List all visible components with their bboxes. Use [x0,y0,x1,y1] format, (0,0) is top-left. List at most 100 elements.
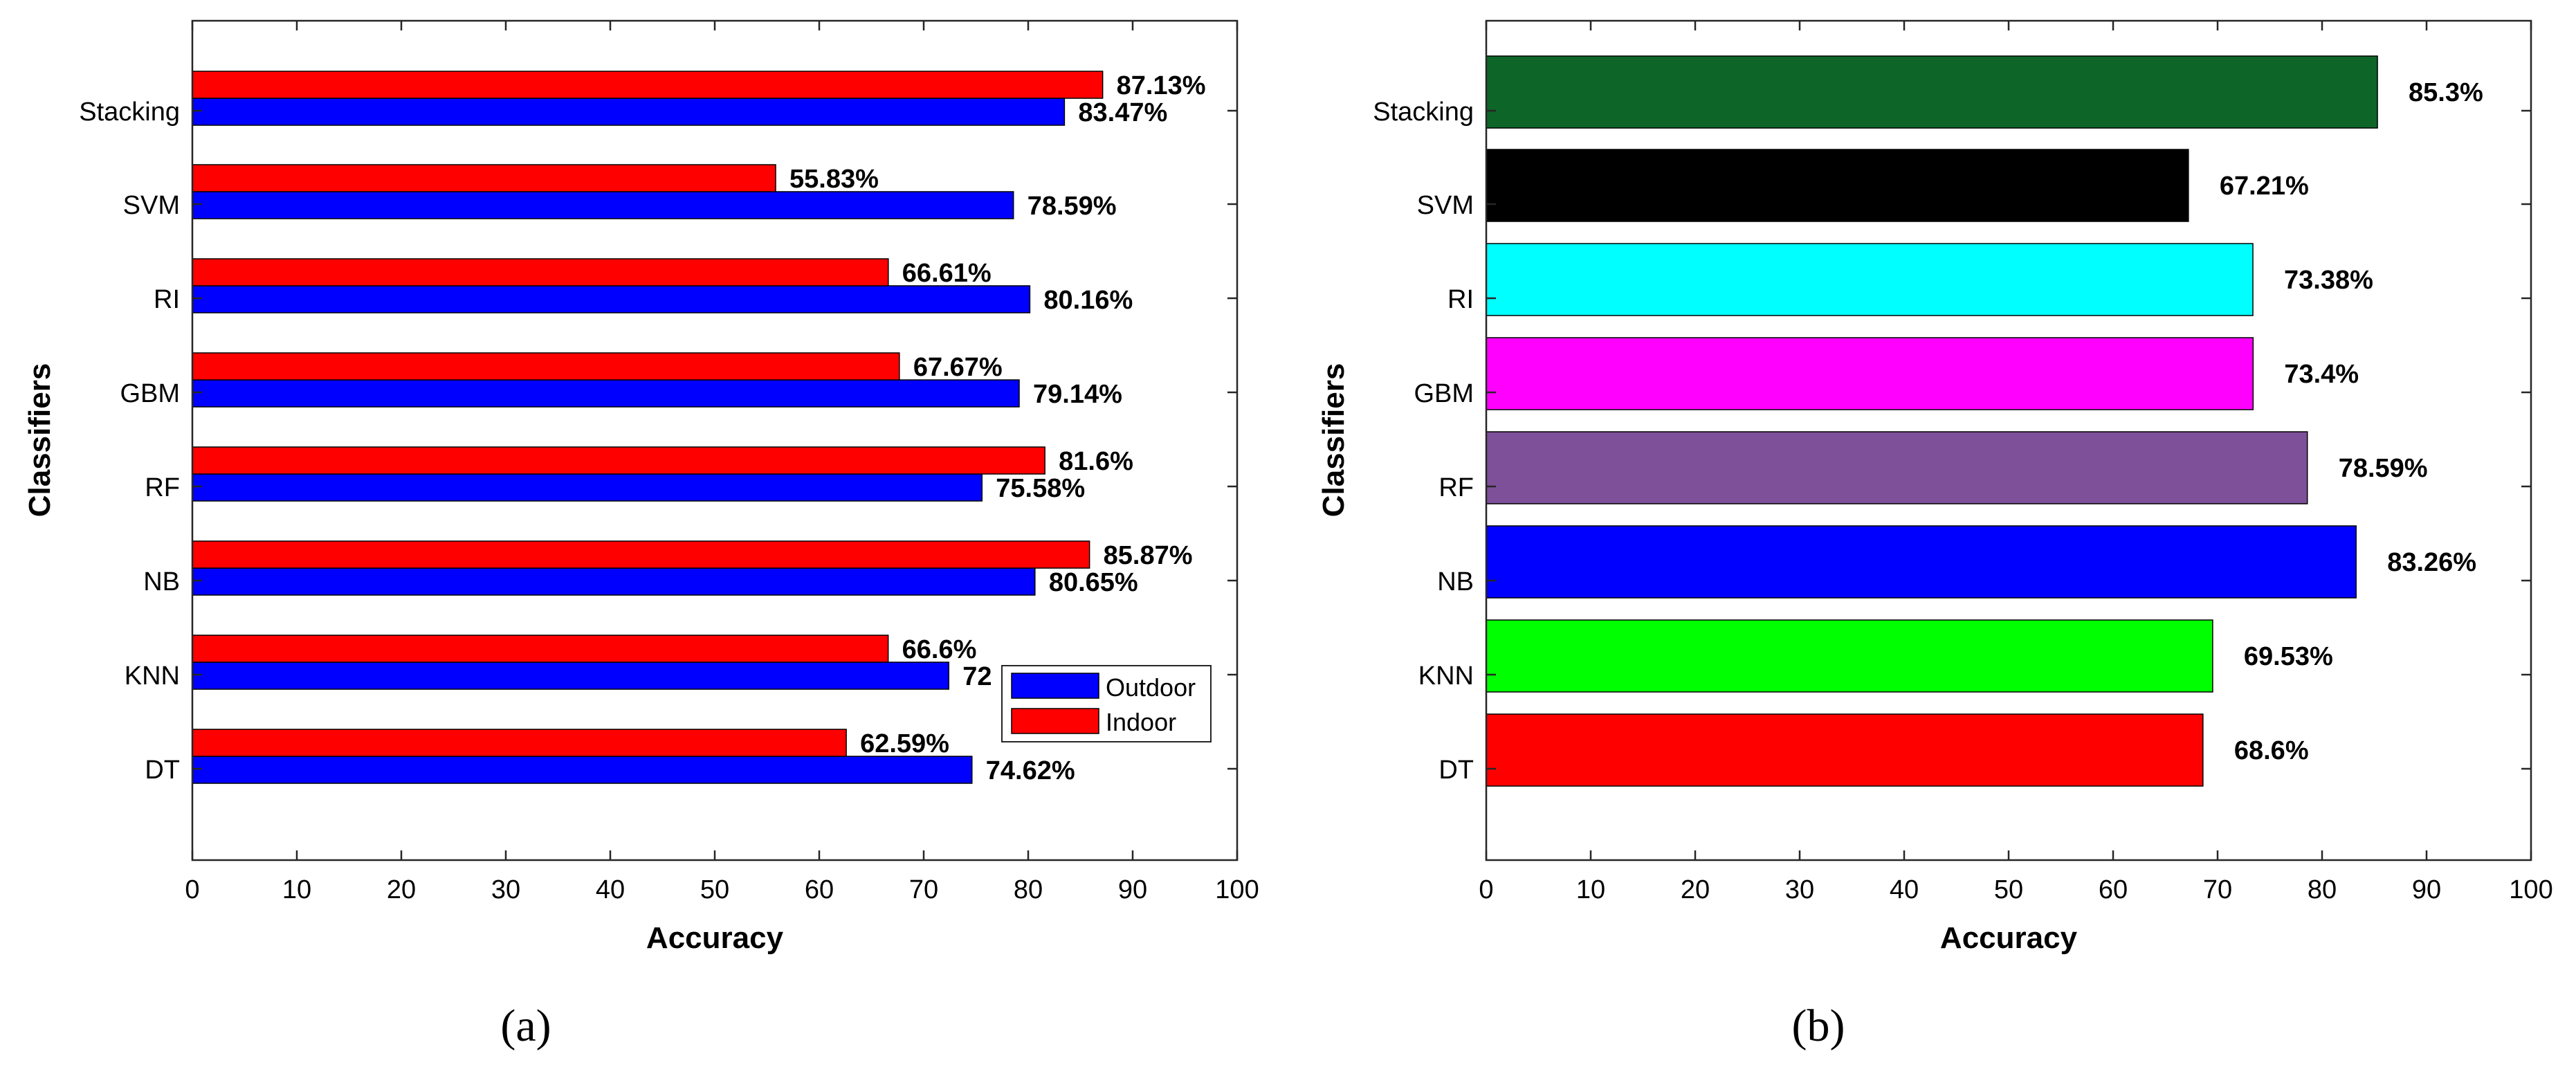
value-label-indoor-stacking: 87.13% [1117,71,1206,100]
value-label-indoor-nb: 85.87% [1104,541,1193,570]
bar-outdoor-nb [192,567,1036,596]
y-tick-label: Stacking [79,98,180,127]
value-label-outdoor-svm: 78.59% [1027,192,1117,221]
x-tick-label: 50 [1994,875,2023,904]
x-tick-label: 80 [2308,875,2337,904]
value-label-indoor-ri: 66.61% [902,259,992,288]
chart-panel-b: 68.6% 69.53% 83.26% 78.59% 73.4% 73.38% 67.21%… [1317,19,2553,1051]
y-tick-label: KNN [1418,662,1474,691]
bar-indoor-svm [192,164,776,192]
value-label-stacking: 85.3% [2409,78,2483,107]
panel-a-x-axis-title: Accuracy [646,921,784,955]
x-tick-label: 80 [1014,875,1043,904]
bar-svm [1486,149,2189,222]
y-tick-label: SVM [123,191,180,220]
x-tick-label: 10 [1576,875,1605,904]
x-tick-label: 60 [805,875,834,904]
y-tick-label: GBM [120,379,180,408]
panel-a-caption: (a) [500,1001,551,1051]
x-tick-label: 30 [1785,875,1814,904]
bar-indoor-stacking [192,71,1104,99]
x-tick-label: 100 [1215,875,1259,904]
bar-indoor-ri [192,258,889,286]
bar-indoor-nb [192,540,1090,569]
legend-swatch-outdoor [1011,673,1099,699]
panel-b-value-labels: 68.6% 69.53% 83.26% 78.59% 73.4% 73.38% 67.21%… [2220,78,2483,765]
bar-outdoor-dt [192,756,973,784]
x-tick-label: 0 [1479,875,1493,904]
bar-outdoor-knn [192,662,949,690]
bar-indoor-rf [192,446,1045,475]
panel-b-ticks [1485,21,2532,860]
y-tick-label: SVM [1417,191,1474,220]
x-tick-label: 90 [2412,875,2441,904]
value-label-rf: 78.59% [2339,454,2428,483]
legend-label-outdoor: Outdoor [1106,673,1196,702]
y-tick-label: RF [145,473,180,502]
bar-outdoor-rf [192,473,983,502]
panel-b-y-axis-title: Classifiers [1317,363,1351,518]
value-label-nb: 83.26% [2387,548,2476,577]
value-label-knn: 69.53% [2244,642,2333,671]
value-label-outdoor-knn: 72 [962,662,992,691]
value-label-indoor-rf: 81.6% [1059,447,1133,476]
legend-label-indoor: Indoor [1106,708,1176,736]
bar-outdoor-gbm [192,379,1020,408]
y-tick-label: DT [145,756,180,785]
bar-dt [1486,713,2204,787]
value-label-dt: 68.6% [2234,736,2309,765]
x-tick-label: 50 [700,875,729,904]
bar-knn [1486,619,2213,693]
value-label-outdoor-ri: 80.16% [1043,286,1133,315]
bar-nb [1486,525,2357,599]
x-tick-label: 70 [909,875,938,904]
x-tick-label: 20 [387,875,416,904]
panel-b-x-tick-labels: 0 10 20 30 40 50 60 70 80 90 100 [1479,875,2552,904]
x-tick-label: 40 [596,875,625,904]
value-label-svm: 67.21% [2220,172,2309,201]
value-label-outdoor-dt: 74.62% [986,756,1075,785]
value-label-outdoor-rf: 75.58% [996,474,1085,503]
y-tick-label: Stacking [1373,98,1474,127]
x-tick-label: 100 [2509,875,2552,904]
y-tick-label: NB [1437,567,1474,596]
y-tick-label: KNN [125,662,180,691]
value-label-indoor-gbm: 67.67% [913,353,1003,382]
value-label-outdoor-stacking: 83.47% [1078,98,1167,127]
value-label-gbm: 73.4% [2284,360,2359,389]
panel-b-bars [1486,55,2378,787]
value-label-indoor-svm: 55.83% [789,165,879,194]
y-tick-label: GBM [1414,379,1474,408]
bar-ri [1486,243,2254,316]
panel-b-y-tick-labels: DT KNN NB RF GBM RI SVM Stacking [1373,98,1474,785]
bar-gbm [1486,337,2254,410]
bar-outdoor-stacking [192,98,1066,126]
x-tick-label: 0 [185,875,199,904]
panel-b-caption: (b) [1792,1001,1845,1051]
x-tick-label: 20 [1681,875,1710,904]
bar-outdoor-svm [192,191,1014,219]
bar-indoor-knn [192,635,889,663]
y-tick-label: RI [1447,285,1474,314]
y-tick-label: RI [154,285,180,314]
bar-rf [1486,431,2308,504]
bar-indoor-dt [192,729,847,757]
x-tick-label: 90 [1118,875,1147,904]
value-label-indoor-dt: 62.59% [860,729,949,758]
x-tick-label: 60 [2099,875,2128,904]
value-label-ri: 73.38% [2284,266,2373,295]
panel-a-bars [192,71,1104,784]
x-tick-label: 10 [282,875,311,904]
y-tick-label: DT [1438,756,1474,785]
value-label-outdoor-gbm: 79.14% [1033,380,1122,409]
value-label-indoor-knn: 66.6% [902,635,977,664]
bar-stacking [1486,55,2378,129]
bar-outdoor-ri [192,285,1031,313]
value-label-outdoor-nb: 80.65% [1049,568,1138,597]
x-tick-label: 40 [1890,875,1919,904]
panel-a-y-axis-title: Classifiers [23,363,57,518]
y-tick-label: RF [1438,473,1474,502]
